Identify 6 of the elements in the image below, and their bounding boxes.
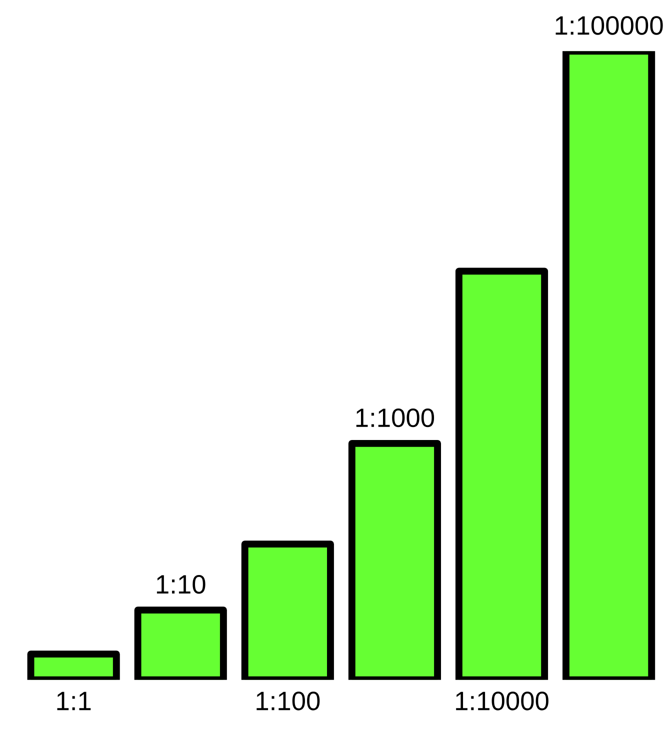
- x-tick-label: 1:100: [256, 692, 320, 710]
- x-tick-label: 1:10: [156, 575, 206, 594]
- x-tick-label: 1:1000: [356, 408, 434, 428]
- x-tick-label: 1:1: [57, 692, 91, 710]
- x-tick-label: 1:10000: [456, 692, 548, 710]
- x-tick-label: 1:100000: [556, 16, 663, 35]
